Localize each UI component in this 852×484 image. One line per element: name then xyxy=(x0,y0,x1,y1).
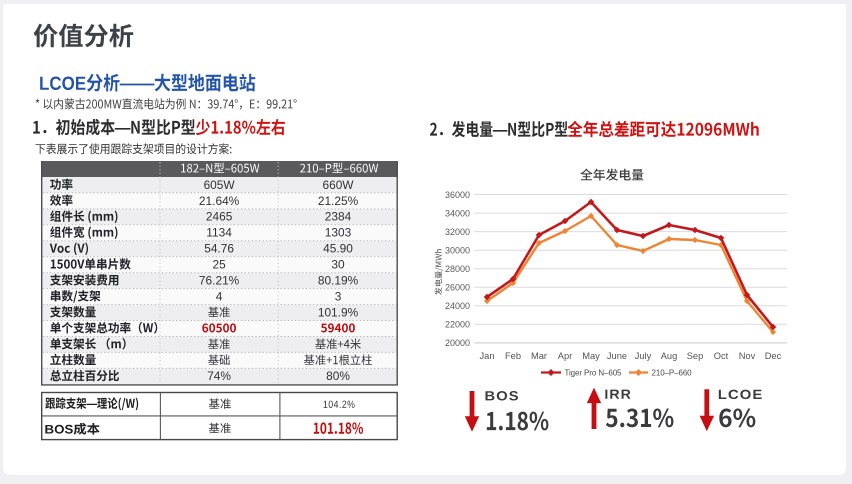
svg-text:21.64%: 21.64% xyxy=(199,194,240,208)
svg-text:Dec: Dec xyxy=(765,351,782,361)
svg-text:54.76: 54.76 xyxy=(204,242,234,256)
svg-text:101.9%: 101.9% xyxy=(318,305,359,319)
svg-text:2465: 2465 xyxy=(206,210,233,224)
svg-text:1134: 1134 xyxy=(206,226,232,240)
svg-text:80%: 80% xyxy=(326,369,350,383)
svg-text:36000: 36000 xyxy=(445,190,470,200)
svg-text:30: 30 xyxy=(331,258,345,272)
svg-text:24000: 24000 xyxy=(445,301,470,311)
svg-text:45.90: 45.90 xyxy=(323,242,353,256)
svg-text:1303: 1303 xyxy=(325,226,352,240)
svg-text:76.21%: 76.21% xyxy=(199,274,240,288)
svg-text:Mar: Mar xyxy=(531,351,547,361)
svg-text:26000: 26000 xyxy=(445,283,470,293)
svg-text:28000: 28000 xyxy=(445,264,470,274)
svg-text:210–P–660: 210–P–660 xyxy=(652,369,693,378)
svg-text:Feb: Feb xyxy=(505,351,521,361)
svg-text:32000: 32000 xyxy=(445,227,470,237)
svg-text:2384: 2384 xyxy=(325,210,352,224)
svg-text:3: 3 xyxy=(335,289,342,303)
svg-text:4: 4 xyxy=(216,289,223,303)
svg-text:660W: 660W xyxy=(322,178,354,192)
svg-text:21.25%: 21.25% xyxy=(318,194,359,208)
svg-text:June: June xyxy=(607,351,627,361)
svg-text:Tiger Pro N–605: Tiger Pro N–605 xyxy=(565,369,623,378)
svg-text:Aug: Aug xyxy=(661,351,678,361)
svg-text:20000: 20000 xyxy=(445,338,470,348)
svg-text:74%: 74% xyxy=(207,369,231,383)
svg-text:Jan: Jan xyxy=(480,351,495,361)
svg-text:July: July xyxy=(635,351,652,361)
svg-text:80.19%: 80.19% xyxy=(318,274,359,288)
svg-text:May: May xyxy=(582,351,600,361)
svg-text:Oct: Oct xyxy=(714,351,729,361)
svg-text:25: 25 xyxy=(212,258,226,272)
svg-text:605W: 605W xyxy=(204,178,236,192)
svg-text:Apr: Apr xyxy=(558,351,572,361)
svg-text:Sep: Sep xyxy=(687,351,704,361)
svg-text:30000: 30000 xyxy=(445,246,470,256)
svg-text:Nov: Nov xyxy=(739,351,756,361)
svg-text:22000: 22000 xyxy=(445,320,470,330)
svg-text:34000: 34000 xyxy=(445,208,470,218)
